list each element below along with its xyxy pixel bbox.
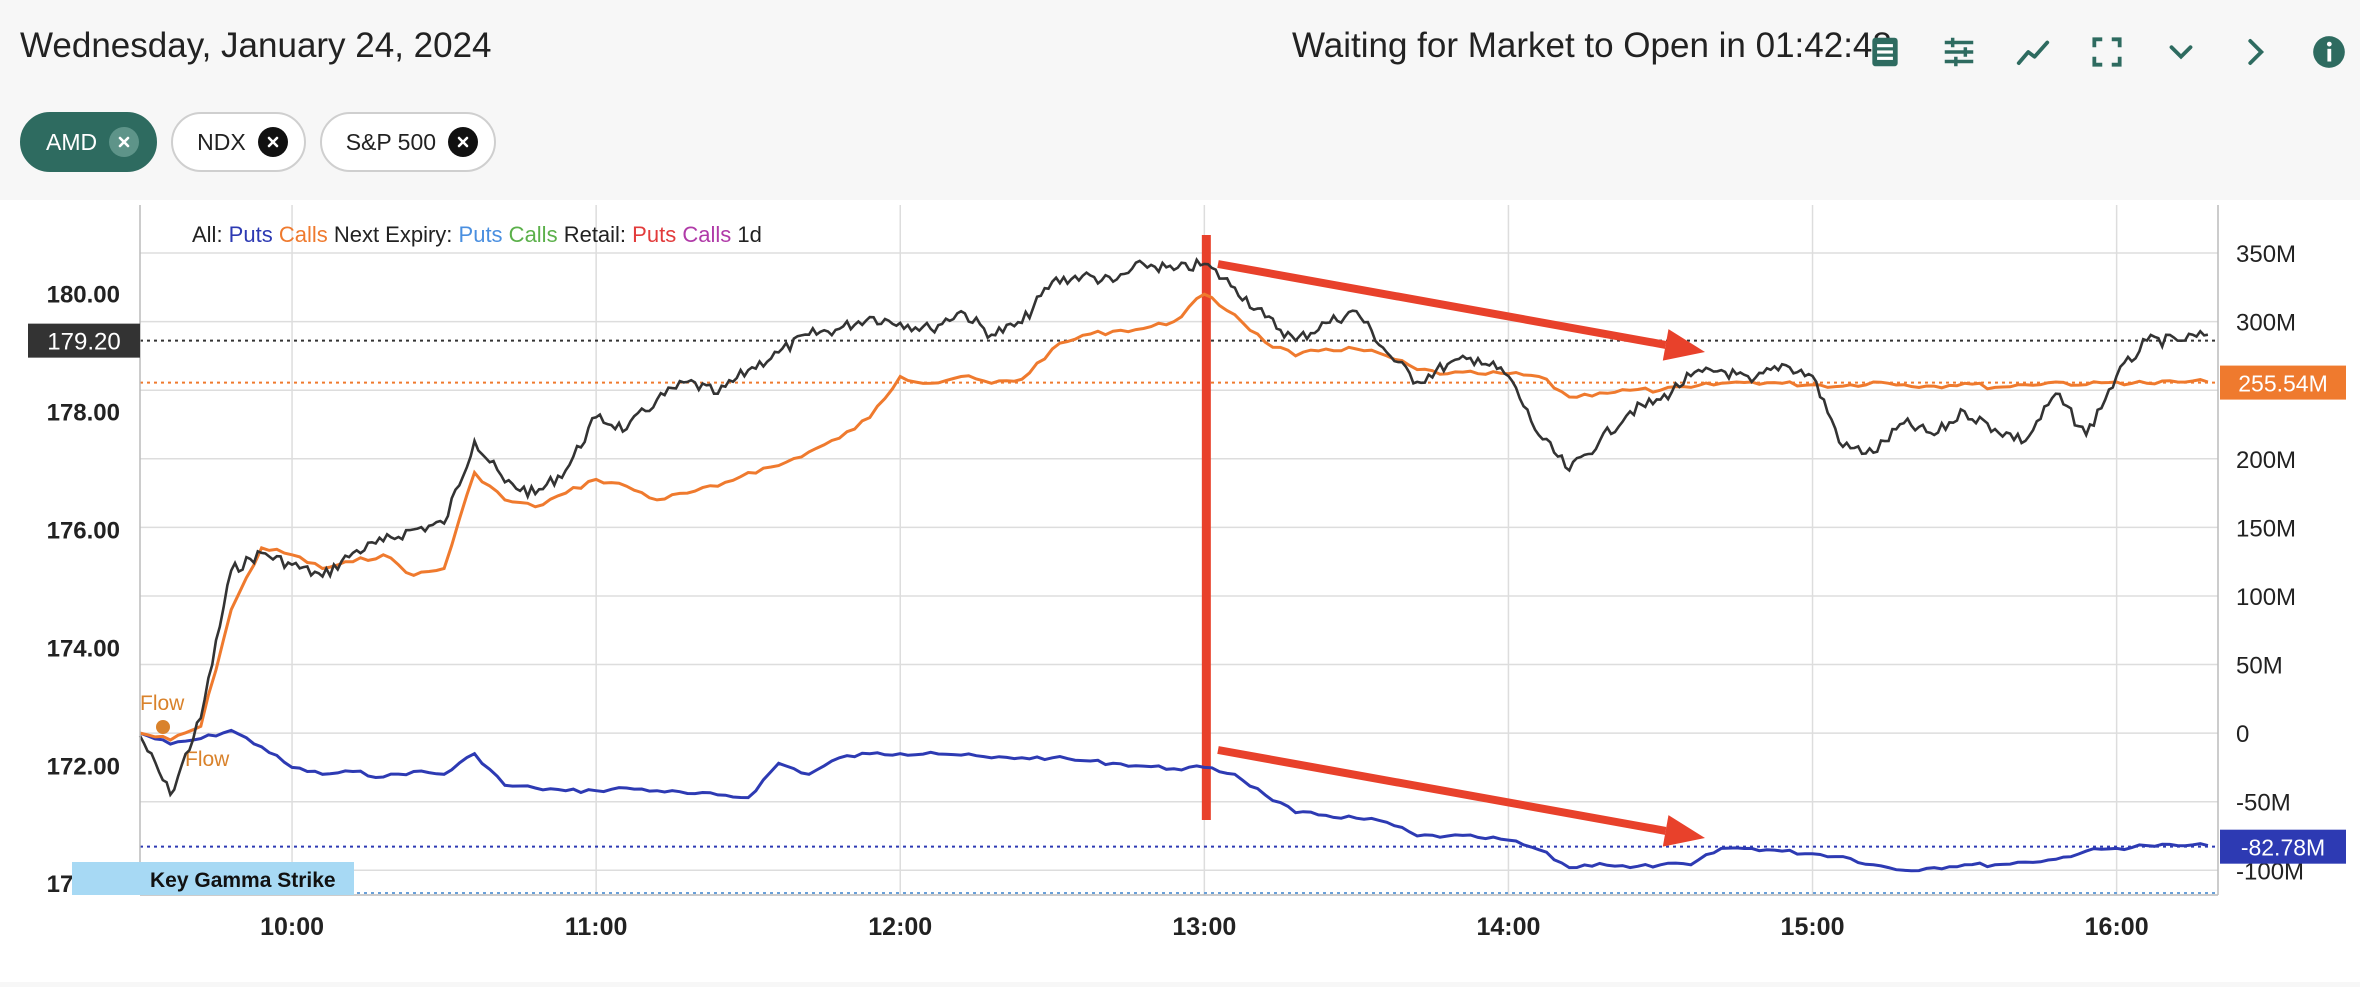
- legend-period[interactable]: 1d: [731, 222, 762, 247]
- right-tick-label: 50M: [2236, 653, 2283, 680]
- close-icon[interactable]: [109, 127, 140, 157]
- chip-ndx[interactable]: NDX: [171, 112, 306, 172]
- close-icon[interactable]: [448, 127, 479, 157]
- left-tick-label: 172.00: [47, 753, 120, 780]
- close-icon[interactable]: [257, 127, 288, 157]
- flow-marker-dot: [156, 720, 170, 734]
- price-badge: [28, 323, 140, 358]
- right-tick-label: 100M: [2236, 584, 2296, 611]
- key-gamma-badge: [72, 862, 354, 895]
- timer-value: 01:42:48: [1755, 26, 1892, 65]
- chip-label: NDX: [197, 128, 246, 155]
- market-timer: Waiting for Market to Open in 01:42:48: [1292, 26, 1892, 66]
- right-tick-label: 300M: [2236, 310, 2296, 337]
- right-tick-label: 200M: [2236, 447, 2296, 474]
- x-tick-label: 10:00: [260, 913, 324, 941]
- timer-prefix: Waiting for Market to Open in: [1292, 26, 1746, 65]
- annotation-arrow-lower-head: [1662, 815, 1705, 847]
- fullscreen-icon[interactable]: [2088, 33, 2126, 71]
- calls-badge: [2220, 365, 2346, 400]
- right-tick-label: -50M: [2236, 790, 2291, 817]
- puts-series-line: [139, 728, 2209, 873]
- list-icon[interactable]: [1866, 33, 1904, 71]
- puts-badge-label: -82.78M: [2241, 835, 2325, 861]
- legend-retail-label[interactable]: Retail:: [558, 222, 626, 247]
- left-tick-label: 176.00: [47, 517, 120, 544]
- chip-label: S&P 500: [345, 128, 437, 155]
- x-tick-label: 16:00: [2085, 913, 2149, 941]
- chip-amd[interactable]: AMD: [20, 112, 158, 172]
- toolbar: [1866, 33, 2348, 71]
- x-tick-label: 14:00: [1476, 913, 1540, 941]
- legend-next-label[interactable]: Next Expiry:: [328, 222, 453, 247]
- line-chart-icon[interactable]: [2014, 33, 2052, 71]
- price-badge-label: 179.20: [47, 329, 120, 356]
- x-tick-label: 13:00: [1172, 913, 1236, 941]
- legend-all-label[interactable]: All:: [192, 222, 223, 247]
- calls-badge-label: 255.54M: [2238, 371, 2328, 397]
- calls-series-line: [139, 292, 2209, 742]
- flow-chart[interactable]: Flow Flow All: Puts Calls Next Expiry: Pu…: [0, 200, 2360, 982]
- legend-retail-calls[interactable]: Calls: [676, 222, 731, 247]
- annotation-arrow-upper-head: [1662, 329, 1705, 361]
- price-series-line: [138, 257, 2209, 798]
- annotation-arrow-lower: [1217, 746, 1667, 835]
- annotation-arrow-upper: [1217, 260, 1667, 349]
- left-tick-label: 178.00: [47, 399, 120, 426]
- legend-next-puts[interactable]: Puts: [452, 222, 502, 247]
- flow-label: Flow: [185, 748, 230, 771]
- right-tick-label: 150M: [2236, 515, 2296, 542]
- x-tick-label: 11:00: [565, 913, 628, 941]
- chevron-right-icon[interactable]: [2236, 33, 2274, 71]
- left-tick-label: 174.00: [47, 635, 120, 662]
- legend-all-calls[interactable]: Calls: [273, 222, 328, 247]
- x-tick-label: 15:00: [1781, 913, 1845, 941]
- chip-sp500[interactable]: S&P 500: [319, 112, 497, 172]
- left-tick-label: 180.00: [47, 281, 120, 308]
- date-label: Wednesday, January 24, 2024: [20, 26, 492, 65]
- x-tick-label: 12:00: [868, 913, 932, 941]
- legend-retail-puts[interactable]: Puts: [626, 222, 676, 247]
- flow-label: Flow: [140, 692, 185, 715]
- chevron-down-icon[interactable]: [2162, 33, 2200, 71]
- legend-all-puts[interactable]: Puts: [223, 222, 273, 247]
- chart-legend: All: Puts Calls Next Expiry: Puts Calls …: [192, 222, 762, 247]
- sliders-icon[interactable]: [1940, 33, 1978, 71]
- right-tick-label: 0: [2236, 721, 2249, 748]
- key-gamma-label: Key Gamma Strike: [150, 869, 336, 892]
- right-tick-label: 350M: [2236, 241, 2296, 268]
- puts-badge: [2220, 829, 2346, 864]
- legend-next-calls[interactable]: Calls: [503, 222, 558, 247]
- info-icon[interactable]: [2310, 33, 2348, 71]
- chart-area: Flow Flow All: Puts Calls Next Expiry: Pu…: [0, 200, 2360, 982]
- chip-label: AMD: [46, 128, 98, 155]
- ticker-chips: AMD NDX S&P 500: [20, 112, 497, 172]
